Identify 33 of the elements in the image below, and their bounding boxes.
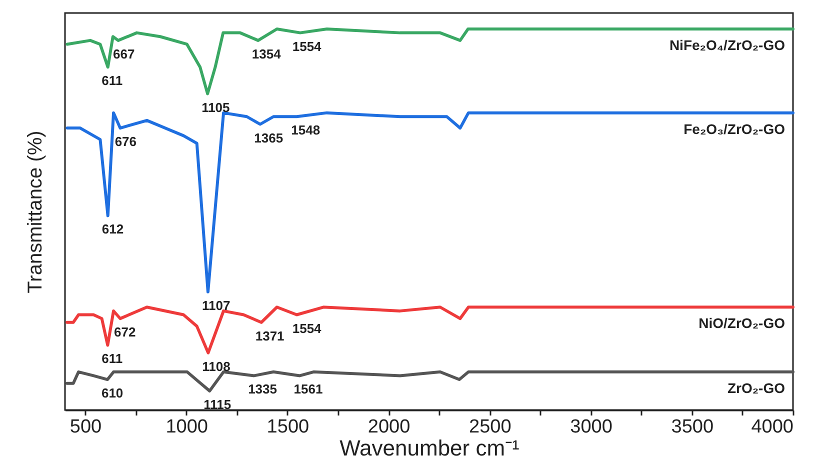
x-tick-label: 3000: [570, 416, 612, 438]
annotation: 1335: [248, 382, 277, 397]
annotation: 1107: [202, 298, 230, 313]
x-tick-label: 4000: [751, 416, 794, 438]
annotation: 672: [114, 324, 136, 340]
series-label: ZrO₂-GO: [727, 380, 786, 396]
annotation: 1108: [202, 358, 230, 374]
annotation: 1105: [202, 100, 230, 115]
annotation: 676: [114, 134, 137, 150]
x-axis-title: Wavenumber cm⁻¹: [340, 436, 520, 460]
annotation: 1548: [291, 122, 320, 138]
annotation: 1554: [292, 320, 322, 336]
y-axis-title: Transmittance (%): [24, 130, 46, 294]
annotation: 1561: [294, 382, 323, 397]
annotation: 611: [102, 73, 123, 88]
series-label: NiFe₂O₄/ZrO₂-GO: [669, 37, 786, 53]
series-label: NiO/ZrO₂-GO: [698, 315, 786, 332]
x-tick-label: 500: [70, 416, 102, 438]
annotation: 611: [102, 351, 123, 366]
x-tick-label: 2000: [368, 416, 410, 438]
x-tick-label: 3500: [671, 416, 714, 438]
annotation: 1554: [292, 38, 322, 54]
annotation: 1365: [254, 130, 284, 146]
annotation: 1371: [255, 328, 284, 344]
annotation: 1354: [252, 46, 282, 62]
annotation: 612: [102, 222, 124, 237]
series-label: Fe₂O₃/ZrO₂-GO: [684, 120, 786, 137]
annotation: 1115: [204, 396, 232, 412]
annotation: 667: [112, 46, 135, 62]
x-tick-label: 2500: [469, 416, 512, 438]
x-tick-label: 1000: [166, 416, 208, 438]
x-tick-label: 1500: [266, 416, 310, 438]
annotation: 610: [101, 386, 124, 401]
